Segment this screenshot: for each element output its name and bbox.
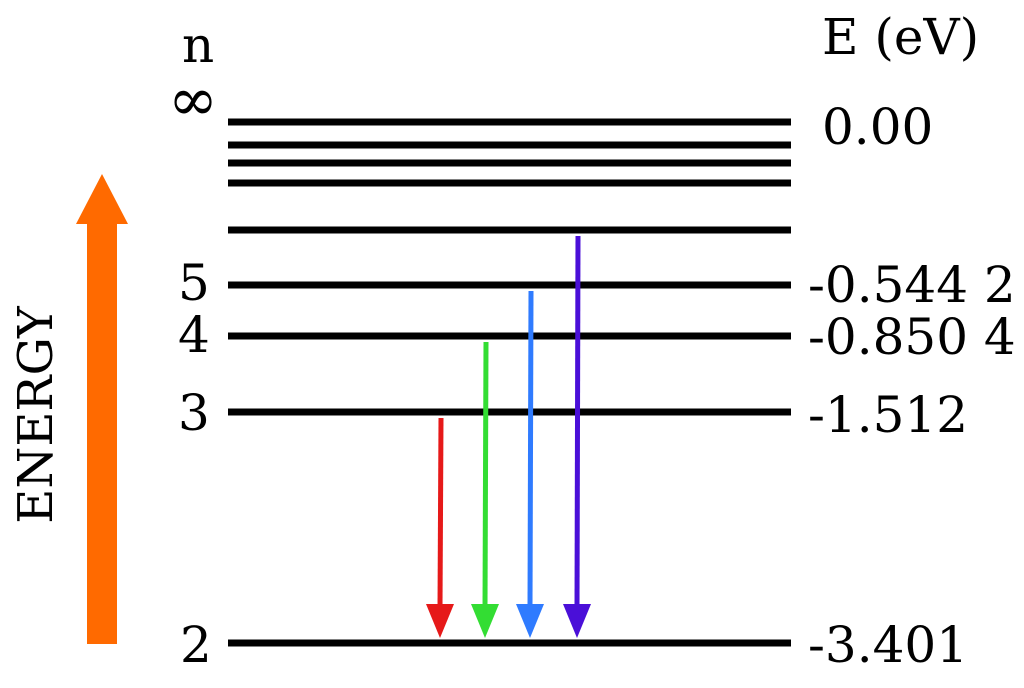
energy-arrow-shaft <box>87 222 117 644</box>
transition-arrow-5-to-2 <box>516 290 544 638</box>
level-lines <box>228 118 791 647</box>
energy-axis-label: ENERGY <box>8 306 64 524</box>
energy-value-4: -0.850 4 <box>808 308 1016 366</box>
level-label-3: 3 <box>178 384 210 442</box>
level-label-infinity: ∞ <box>168 65 218 135</box>
energy-arrow <box>76 174 128 644</box>
transition-arrow-6-to-2 <box>563 235 591 638</box>
level-label-2: 2 <box>180 616 212 674</box>
level-label-5: 5 <box>178 254 210 312</box>
transition-arrow-4-to-2 <box>471 341 499 638</box>
energy-value-5: -0.544 2 <box>808 256 1016 314</box>
energy-column-header: E (eV) <box>822 8 980 66</box>
energy-value-infinity: 0.00 <box>822 98 934 156</box>
energy-value-2: -3.401 <box>808 616 969 674</box>
energy-value-3: -1.512 <box>808 386 969 444</box>
energy-arrow-head <box>76 174 128 224</box>
transition-arrows <box>426 235 591 638</box>
level-label-4: 4 <box>178 306 210 364</box>
transition-arrow-3-to-2 <box>426 417 454 638</box>
n-column-header: n <box>182 16 215 74</box>
